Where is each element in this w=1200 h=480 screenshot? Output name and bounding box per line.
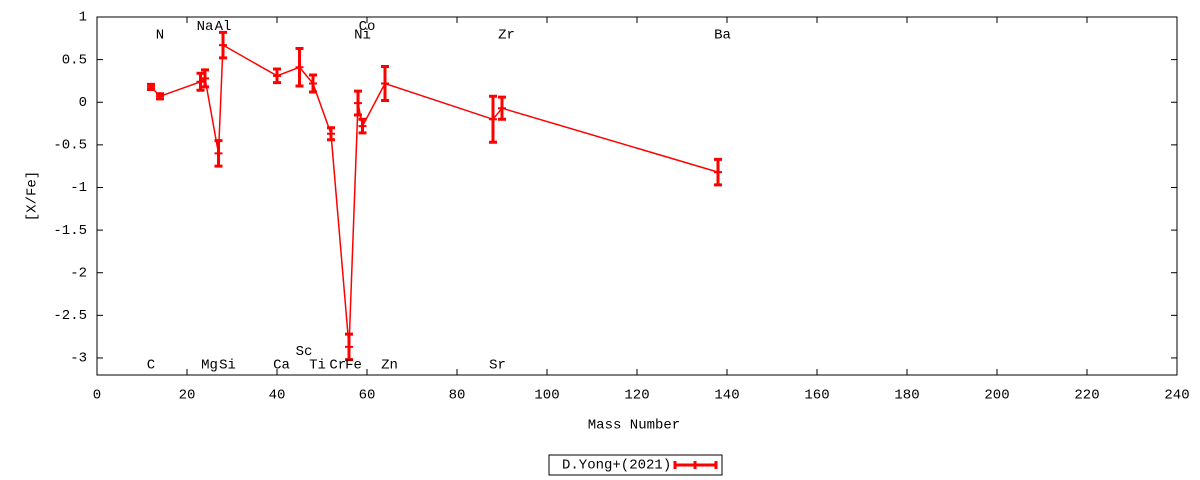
element-label: Sc (296, 344, 313, 360)
element-label: Si (219, 357, 236, 373)
element-label: Ti (309, 357, 326, 373)
y-tick-label: -2 (70, 265, 87, 281)
x-tick-label: 220 (1074, 388, 1099, 404)
x-tick-label: 240 (1164, 388, 1189, 404)
legend-box (548, 454, 723, 476)
x-tick-label: 120 (624, 388, 649, 404)
element-label: Mg (201, 357, 218, 373)
data-point (156, 92, 164, 101)
x-tick-label: 100 (534, 388, 559, 404)
data-point (358, 122, 367, 131)
data-point (219, 41, 227, 50)
y-tick-label: 0.5 (62, 52, 87, 68)
y-tick-label: -1 (70, 180, 87, 196)
x-axis-label: Mass Number (588, 418, 680, 434)
data-point (381, 79, 389, 88)
element-label: Ca (273, 357, 290, 373)
data-point (196, 77, 205, 86)
data-point (309, 79, 317, 88)
y-tick-label: 0 (79, 95, 87, 111)
y-tick-label: -0.5 (53, 138, 87, 154)
x-tick-label: 20 (179, 388, 196, 404)
data-point (295, 63, 304, 72)
element-label: Na (197, 19, 214, 35)
element-label: Zn (381, 357, 398, 373)
y-tick-label: 1 (79, 10, 87, 26)
data-point (354, 99, 362, 108)
plot-frame (96, 16, 1178, 376)
x-tick-label: 60 (359, 388, 376, 404)
element-label: Al (215, 19, 232, 35)
y-tick-label: -1.5 (53, 223, 87, 239)
element-label: N (156, 28, 164, 44)
element-label: Fe (345, 357, 362, 373)
data-point (147, 82, 155, 91)
x-tick-label: 80 (449, 388, 466, 404)
x-tick-label: 160 (804, 388, 829, 404)
x-tick-label: 0 (93, 388, 101, 404)
data-point (714, 168, 722, 177)
element-label: C (147, 357, 155, 373)
legend-label: D.Yong+(2021) (562, 458, 671, 474)
data-point (327, 129, 335, 138)
data-point (201, 74, 209, 83)
x-tick-label: 40 (269, 388, 286, 404)
x-tick-label: 140 (714, 388, 739, 404)
data-point (214, 149, 223, 158)
data-point (345, 342, 353, 351)
y-axis-label: [X/Fe] (25, 171, 41, 221)
y-tick-label: -3 (70, 351, 87, 367)
element-label: Ni (354, 28, 371, 44)
element-label: Co (359, 19, 376, 35)
x-tick-label: 200 (984, 388, 1009, 404)
data-point (498, 104, 506, 113)
data-point (273, 71, 281, 80)
element-label: Zr (498, 28, 515, 44)
data-point (489, 115, 497, 124)
legend-sample (673, 461, 718, 469)
y-tick-label: -2.5 (53, 308, 87, 324)
element-label: Cr (329, 357, 346, 373)
element-label: Sr (489, 357, 506, 373)
element-label: Ba (714, 28, 731, 44)
x-tick-label: 180 (894, 388, 919, 404)
series-line (150, 43, 719, 347)
